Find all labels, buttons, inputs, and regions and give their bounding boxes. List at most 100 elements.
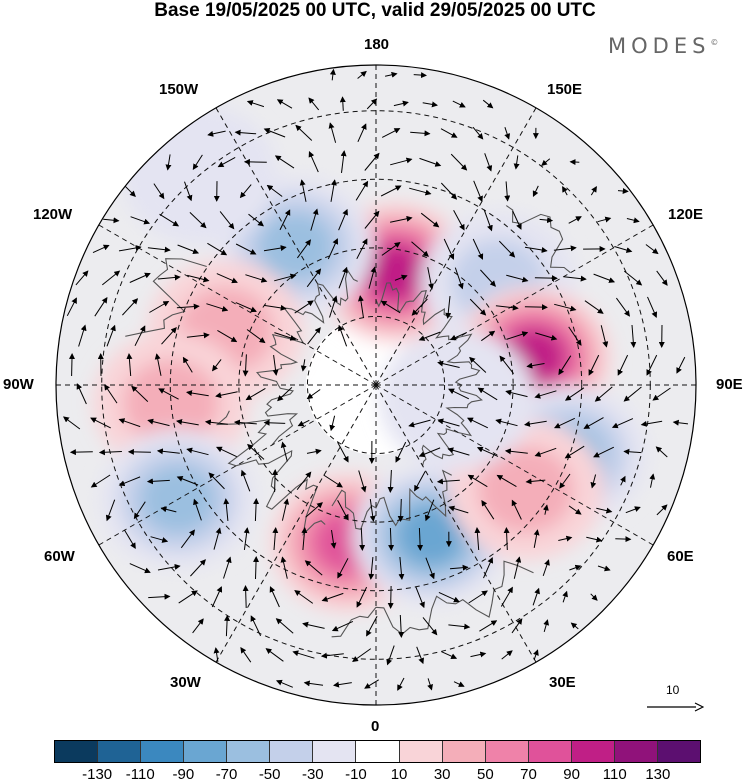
wind-arrow (92, 244, 110, 254)
wind-arrow (422, 617, 438, 636)
wind-arrow (248, 213, 264, 227)
wind-arrow (242, 585, 249, 609)
wind-arrow (330, 179, 337, 202)
wind-arrow (356, 238, 368, 260)
wind-arrow (269, 586, 280, 608)
wind-arrow (303, 680, 324, 687)
wind-arrow (106, 324, 116, 347)
wind-arrow (242, 354, 249, 377)
colorbar-tick-label: 30 (433, 766, 451, 783)
wind-arrow (300, 359, 307, 372)
wind-arrow (623, 270, 643, 286)
wind-arrow (193, 498, 202, 521)
wind-arrow (387, 585, 394, 609)
wind-arrow (329, 68, 336, 81)
colorbar-tick-label: -30 (301, 766, 324, 783)
wind-arrow (190, 559, 206, 577)
colorbar-tick-label: -70 (215, 766, 238, 783)
wind-arrow (186, 390, 209, 397)
wind-arrow (265, 648, 284, 662)
wind-arrow (504, 181, 511, 202)
lon-label-120w: 120W (33, 206, 73, 223)
anomaly-contour (477, 446, 574, 534)
wind-arrow (593, 446, 615, 458)
wind-arrow (625, 506, 641, 514)
wind-arrow (306, 268, 322, 288)
wind-arrow (438, 591, 460, 603)
wind-arrow (280, 556, 288, 579)
wind-arrow (157, 563, 181, 571)
wind-arrow (368, 557, 375, 580)
wind-arrow (307, 327, 321, 345)
map-title: Base 19/05/2025 00 UTC, valid 29/05/2025… (154, 0, 596, 21)
wind-arrow (440, 182, 458, 200)
brand-name: MODES (608, 34, 711, 58)
wind-arrow (452, 100, 466, 108)
wind-arrow (333, 681, 352, 688)
wind-arrow (470, 651, 487, 658)
coastline (505, 205, 571, 274)
wind-arrow (445, 296, 452, 319)
wind-arrow (495, 304, 519, 311)
wind-arrow (539, 217, 554, 224)
wind-arrow (272, 527, 279, 551)
wind-arrow (418, 447, 441, 458)
wind-arrow (596, 507, 613, 514)
wind-arrow (480, 269, 496, 287)
colorbar-segment (399, 741, 443, 762)
wind-arrow (308, 97, 320, 111)
wind-arrow (368, 266, 377, 289)
wind-arrow (78, 324, 87, 347)
colorbar-tick-label: -10 (345, 766, 367, 783)
wind-arrow (280, 441, 288, 462)
wind-arrow (588, 354, 600, 376)
wind-arrow (213, 647, 220, 662)
wind-arrow (90, 417, 111, 429)
wind-arrow (535, 332, 558, 341)
wind-arrow (524, 304, 548, 311)
wind-arrow (511, 618, 523, 634)
lon-label-120e: 120E (668, 206, 704, 223)
wind-arrow (512, 210, 522, 230)
wind-arrow (558, 535, 573, 542)
wind-arrow (263, 419, 286, 426)
wind-arrow (397, 677, 405, 691)
wind-arrow (207, 242, 228, 256)
wind-arrow (66, 297, 77, 317)
anomaly-contour (397, 505, 464, 566)
wind-vectors (62, 68, 689, 691)
wind-arrow (590, 186, 597, 196)
wind-arrow (90, 474, 111, 488)
wind-arrow (419, 157, 442, 167)
wind-arrow (504, 127, 511, 140)
colorbar-segment (184, 741, 228, 762)
wind-arrow (495, 418, 518, 427)
wind-arrow (246, 100, 265, 108)
lon-label-90e: 90E (716, 376, 743, 393)
wind-arrow (496, 474, 517, 488)
wind-arrow (337, 500, 349, 521)
wind-arrow (564, 387, 585, 401)
wind-arrow (364, 679, 379, 689)
wind-arrow (366, 616, 378, 637)
wind-arrow (204, 419, 228, 426)
wind-arrow (427, 678, 433, 691)
wind-arrow (476, 446, 499, 457)
wind-arrow (380, 185, 402, 197)
wind-arrow (583, 417, 604, 429)
wind-arrow (408, 419, 431, 428)
wind-arrow (104, 384, 118, 404)
wind-arrow (626, 217, 640, 224)
wind-arrow (649, 473, 656, 488)
wind-arrow (395, 441, 407, 463)
wind-arrow (294, 300, 314, 314)
wind-arrow (243, 527, 250, 550)
wind-arrow (558, 355, 572, 376)
wind-arrow (534, 447, 557, 457)
lon-label-0: 0 (371, 718, 380, 735)
wind-arrow (219, 211, 235, 230)
wind-arrow (559, 473, 571, 489)
wind-arrow (146, 478, 170, 485)
wind-arrow (542, 559, 550, 577)
wind-arrow (443, 238, 455, 260)
